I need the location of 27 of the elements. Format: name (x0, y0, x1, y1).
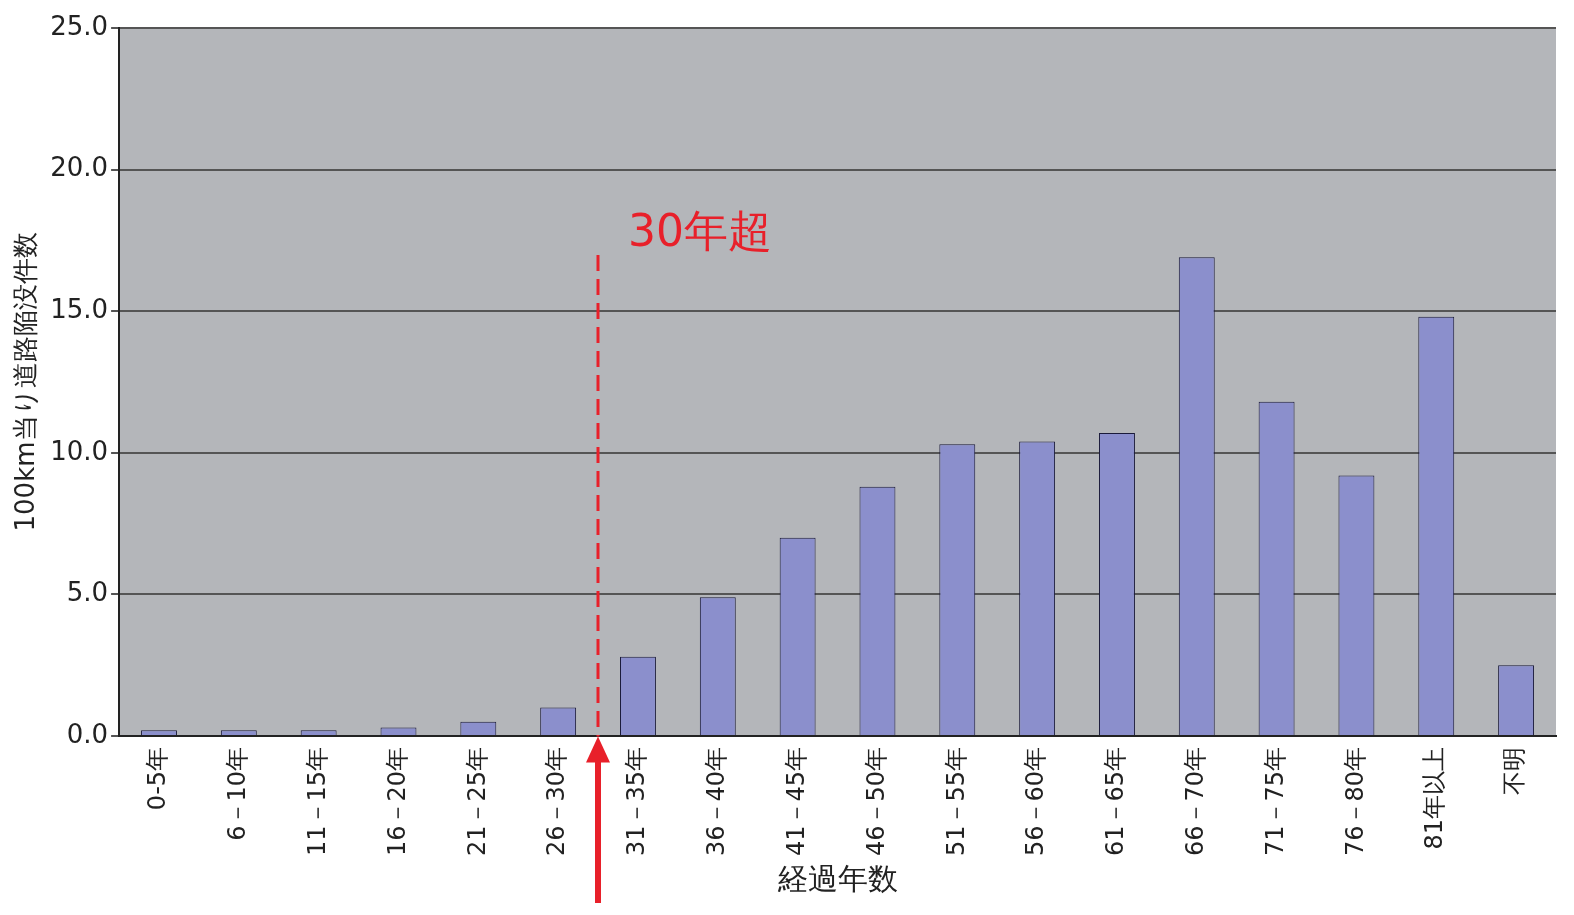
x-tick-label: 21－25年 (462, 746, 491, 856)
y-tick-label: 5.0 (66, 577, 109, 608)
x-axis-title: 経過年数 (776, 860, 898, 896)
y-tick-label: 10.0 (50, 435, 109, 466)
x-tick-label: 81年以上 (1420, 746, 1449, 850)
x-tick-label: 26－30年 (542, 746, 571, 856)
y-tick-label: 20.0 (50, 152, 109, 183)
annotation: 30年超 (628, 204, 773, 256)
x-tick-label: 46－50年 (861, 746, 890, 856)
y-tick-label: 0.0 (66, 718, 109, 749)
x-tick-label: 36－40年 (702, 746, 731, 856)
x-tick-label: 0-5年 (143, 746, 172, 811)
x-tick-label: 11－15年 (302, 746, 331, 856)
x-tick-label: 6－10年 (223, 746, 252, 841)
x-tick-label: 61－65年 (1101, 746, 1130, 856)
x-tick-label: 不明 (1500, 746, 1529, 795)
x-tick-label: 16－20年 (382, 746, 411, 856)
x-tick-label: 56－60年 (1021, 746, 1050, 856)
x-tick-label: 31－35年 (622, 746, 651, 856)
x-tick-label: 66－70年 (1181, 746, 1210, 856)
x-tick-label: 71－75年 (1260, 746, 1289, 856)
y-tick-label: 15.0 (50, 293, 109, 324)
x-tick-label: 51－55年 (941, 746, 970, 856)
y-axis-title: 100km当り道路陥没件数 (10, 232, 41, 532)
y-tick-label: 25.0 (50, 10, 109, 41)
x-tick-label: 41－45年 (781, 746, 810, 856)
x-tick-label: 76－80年 (1340, 746, 1369, 856)
